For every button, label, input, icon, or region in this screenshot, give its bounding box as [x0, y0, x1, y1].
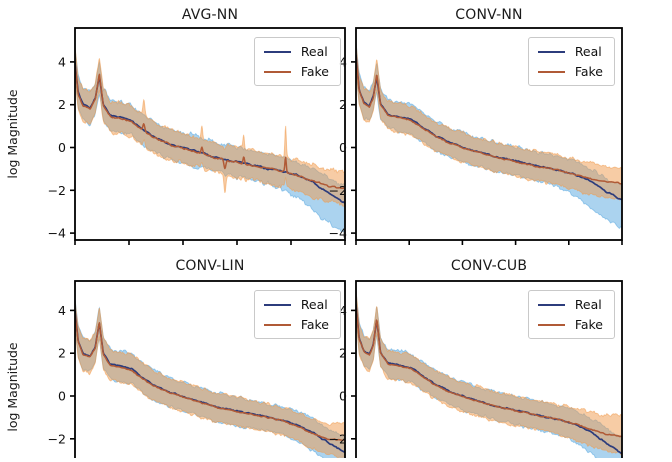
subplot-conv-lin: 420−2−4: [48, 280, 346, 458]
axes-box: [74, 27, 346, 241]
y-tick-label: 2: [58, 97, 66, 112]
legend-label-fake: Fake: [574, 64, 603, 79]
subplot-conv-nn: 4 2 0 −2 −4: [329, 27, 623, 245]
plot-area: [356, 41, 622, 230]
fake-mean-line: [75, 312, 345, 442]
legend-entry-real: Real: [537, 44, 603, 59]
legend-conv-nn: Real Fake: [527, 37, 615, 86]
legend-conv-lin: Real Fake: [253, 290, 341, 339]
legend-conv-cub: Real Fake: [527, 290, 615, 339]
legend-avg-nn: Real Fake: [253, 37, 341, 86]
fake-mean-line: [75, 64, 345, 190]
y-tick-label: 0: [339, 140, 347, 155]
real-line-swatch: [537, 303, 565, 306]
legend-entry-real: Real: [263, 297, 329, 312]
axes-box: [74, 280, 346, 458]
y-tick-label: 2: [339, 97, 347, 112]
y-axis-label-bottom: log Magnitude: [5, 342, 20, 432]
legend-entry-real: Real: [263, 44, 329, 59]
fake-line-swatch: [537, 70, 565, 73]
y-tick-label: −4: [329, 226, 347, 241]
subplot-avg-nn: 4 2 0 −2 −4: [48, 27, 346, 245]
legend-entry-fake: Fake: [263, 64, 329, 79]
y-tick-label: 4: [58, 54, 66, 69]
plot-area: [75, 298, 345, 458]
legend-entry-fake: Fake: [537, 317, 603, 332]
real-line-swatch: [263, 303, 291, 306]
legend-entry-fake: Fake: [537, 64, 603, 79]
legend-label-fake: Fake: [300, 64, 329, 79]
legend-label-real: Real: [574, 297, 602, 312]
y-tick-label: −4: [48, 226, 66, 241]
fake-uncertainty-band: [75, 46, 345, 208]
fake-line-swatch: [263, 323, 291, 326]
y-tick-label: 4: [58, 303, 66, 318]
y-tick-label: −2: [329, 431, 347, 446]
plot-area: [75, 46, 345, 233]
subplot-title-conv-nn: CONV-NN: [455, 7, 523, 23]
fake-uncertainty-band: [356, 290, 622, 456]
legend-entry-fake: Fake: [263, 317, 329, 332]
y-tick-label: −2: [48, 431, 66, 446]
legend-label-real: Real: [300, 44, 328, 59]
real-line-swatch: [537, 50, 565, 53]
legend-label-real: Real: [300, 297, 328, 312]
y-axis-label-top: log Magnitude: [5, 89, 20, 179]
fake-uncertainty-band: [75, 299, 345, 458]
legend-label-fake: Fake: [574, 317, 603, 332]
y-tick-label: 4: [339, 54, 347, 69]
y-tick-label: 0: [58, 389, 66, 404]
subplot-title-avg-nn: AVG-NN: [181, 7, 239, 23]
y-tick-label: 2: [339, 346, 347, 361]
fake-line-swatch: [537, 323, 565, 326]
fake-uncertainty-band: [356, 42, 622, 201]
plot-area: [356, 290, 622, 458]
fake-line-swatch: [263, 70, 291, 73]
y-tick-label: −2: [329, 183, 347, 198]
legend-label-real: Real: [574, 44, 602, 59]
subplot-title-conv-cub: CONV-CUB: [450, 258, 528, 274]
y-tick-label: 4: [339, 303, 347, 318]
fake-mean-line: [356, 56, 622, 185]
subplot-title-conv-lin: CONV-LIN: [175, 258, 245, 274]
y-tick-label: −2: [48, 183, 66, 198]
legend-label-fake: Fake: [300, 317, 329, 332]
subplot-conv-cub: 420−2−4: [329, 280, 623, 458]
real-line-swatch: [263, 50, 291, 53]
legend-entry-real: Real: [537, 297, 603, 312]
y-tick-label: 0: [339, 389, 347, 404]
y-tick-label: 0: [58, 140, 66, 155]
fake-mean-line: [356, 305, 622, 438]
axes-box: [355, 280, 623, 458]
axes-box: [355, 27, 623, 241]
y-tick-label: 2: [58, 346, 66, 361]
